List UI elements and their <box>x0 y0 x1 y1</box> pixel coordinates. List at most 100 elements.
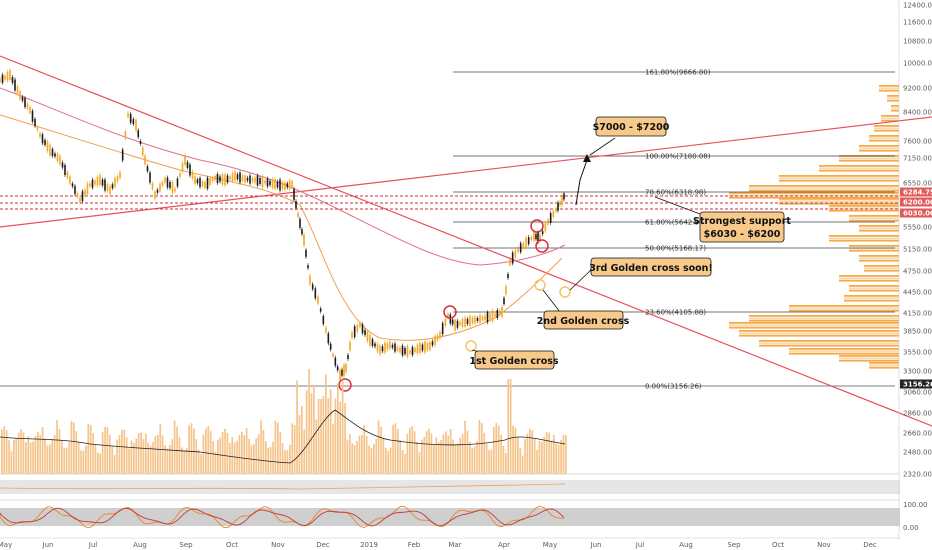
volume-bar <box>130 440 133 474</box>
volume-bar <box>49 444 51 474</box>
volume-bar <box>548 432 550 474</box>
volume-bar <box>269 447 272 474</box>
candle-body <box>486 312 489 323</box>
price-tick: 10800.00 <box>903 38 932 46</box>
candle-body <box>84 189 86 196</box>
candle-body <box>24 98 26 107</box>
candle-body <box>379 345 381 355</box>
volume-bar <box>241 431 243 474</box>
volume-bar <box>279 431 282 474</box>
fib-label: 161.80%(9666.80) <box>645 69 711 77</box>
callout-line-support <box>654 196 701 215</box>
volume-bar <box>409 427 411 474</box>
candle-body <box>325 327 327 333</box>
candle-body <box>411 347 414 355</box>
volume-bar <box>181 447 183 474</box>
candle-body <box>184 155 186 165</box>
vprofile-bar <box>869 362 899 364</box>
candle-body <box>56 153 59 162</box>
price-tick: 2480.00 <box>903 449 932 457</box>
candle-body <box>91 179 94 188</box>
volume-bar <box>358 435 361 474</box>
vprofile-bar <box>839 357 899 360</box>
vprofile-bar <box>749 187 899 190</box>
volume-bar <box>65 447 68 474</box>
volume-bar <box>205 428 207 474</box>
price-tick: 2860.00 <box>903 410 932 418</box>
candle-body <box>494 313 496 317</box>
candle-body <box>106 184 109 191</box>
candle-body <box>239 172 241 183</box>
candle-body <box>424 341 426 353</box>
candle-body <box>347 355 349 359</box>
vprofile-bar <box>789 309 899 312</box>
candle-body <box>561 195 563 205</box>
volume-bar <box>104 426 106 474</box>
candle-body <box>76 193 79 197</box>
candle-body <box>39 133 41 137</box>
candle-body <box>241 175 244 182</box>
candle-body <box>137 130 140 138</box>
volume-bar <box>476 440 478 474</box>
candle-body <box>557 202 559 211</box>
candle-body <box>552 211 555 217</box>
time-label: May <box>543 541 557 549</box>
candle-body <box>159 183 161 192</box>
candle-body <box>174 188 176 192</box>
candle-body <box>332 353 334 357</box>
candle-body <box>189 164 191 176</box>
candle-body <box>236 174 239 180</box>
volume-bar <box>325 374 327 474</box>
volume-bar <box>543 436 546 474</box>
price-badge-bg <box>900 379 932 389</box>
candle-body <box>169 182 171 188</box>
candle-body <box>314 288 317 299</box>
support-zone-lines <box>0 195 900 210</box>
volume-bar <box>296 380 298 474</box>
candle-body <box>116 176 119 182</box>
candle-body <box>161 181 164 186</box>
candle-body <box>394 343 396 352</box>
volume-bar <box>106 427 109 474</box>
volume-bar <box>217 439 219 474</box>
volume-bar <box>298 415 301 474</box>
candle-body <box>476 318 479 321</box>
candle-body <box>4 75 6 80</box>
volume-bar <box>334 398 337 474</box>
volume-bar <box>437 442 440 474</box>
candle-body <box>86 183 89 195</box>
candle-body <box>14 79 16 91</box>
volume-bar <box>404 453 406 474</box>
vprofile-bar <box>829 235 899 237</box>
volume-bar <box>322 396 325 474</box>
candle-body <box>322 316 325 324</box>
volume-bar <box>29 442 32 474</box>
volume-bar <box>560 440 562 474</box>
volume-bar <box>257 434 260 474</box>
volume-bar <box>135 438 138 474</box>
candle-body <box>149 172 151 183</box>
candle-body <box>111 184 114 189</box>
volume-bar <box>339 401 342 474</box>
vprofile-bar <box>849 289 899 292</box>
volume-bar <box>401 450 404 474</box>
vprofile-bar <box>844 297 899 300</box>
vprofile-bar <box>729 326 899 329</box>
vprofile-bar <box>839 355 899 357</box>
volume-bar <box>493 427 495 474</box>
time-label: Jul <box>88 541 98 549</box>
volume-bar <box>238 435 241 474</box>
vprofile-bar <box>839 157 899 160</box>
price-tick: 8400.00 <box>903 109 932 117</box>
vprofile-bar <box>879 89 899 92</box>
volume-bar <box>188 425 190 474</box>
callout-7000-text: $7000 - $7200 <box>593 122 670 133</box>
candle-body <box>0 78 1 82</box>
volume-bar <box>555 443 558 474</box>
volume-bar <box>377 420 380 474</box>
callout-3rd-text: 3rd Golden cross soon! <box>589 263 713 274</box>
volume-bar <box>461 434 464 474</box>
candle-body <box>196 179 199 184</box>
vprofile-bar <box>887 99 899 102</box>
